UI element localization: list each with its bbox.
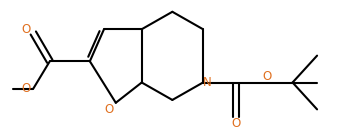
Text: O: O <box>21 82 31 95</box>
Text: N: N <box>202 76 211 89</box>
Text: O: O <box>232 117 241 130</box>
Text: O: O <box>104 103 113 116</box>
Text: O: O <box>262 70 271 83</box>
Text: O: O <box>21 23 31 36</box>
